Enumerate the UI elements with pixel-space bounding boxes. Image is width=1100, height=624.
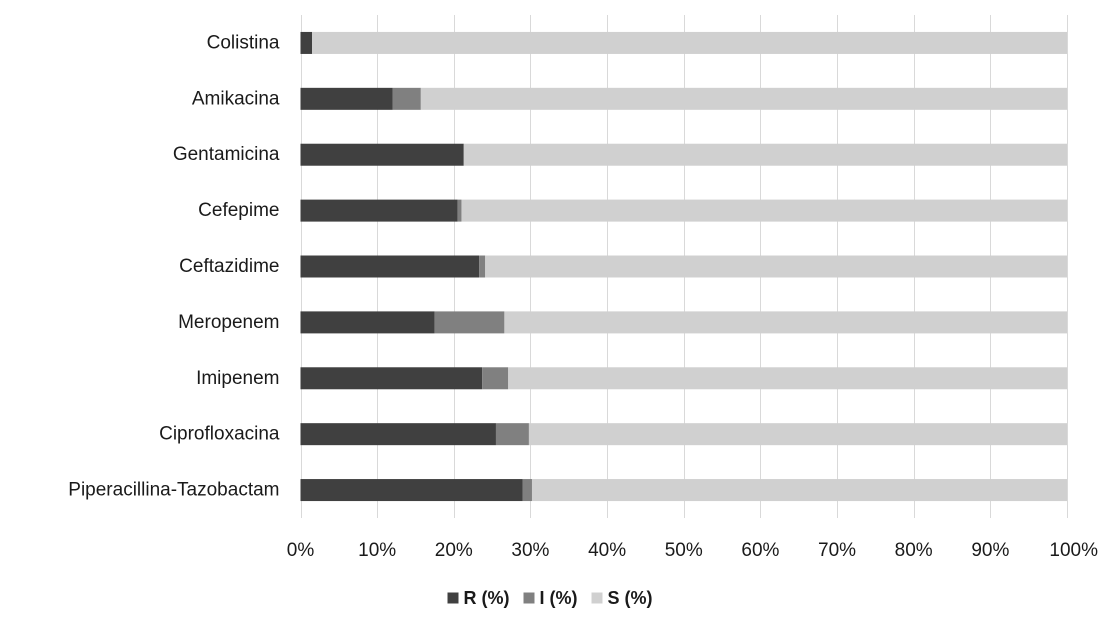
bar-segment <box>479 255 486 278</box>
category-label: Colistina <box>207 32 280 53</box>
legend-swatch <box>447 592 459 604</box>
bar-segment <box>485 255 1067 278</box>
bar-segment <box>300 255 480 278</box>
bar-segment <box>531 479 1067 502</box>
category-label: Amikacina <box>192 88 280 109</box>
legend-label: R (%) <box>464 588 510 608</box>
legend-swatch <box>523 592 535 604</box>
x-tick-label: 30% <box>511 540 549 561</box>
bar-segment <box>392 87 421 110</box>
legend-label: S (%) <box>608 588 653 608</box>
category-label: Imipenem <box>196 368 279 389</box>
category-label: Ceftazidime <box>179 256 279 277</box>
x-tick-label: 50% <box>665 540 703 561</box>
bar-segment <box>434 311 505 334</box>
legend-label: I (%) <box>540 588 578 608</box>
bar-segment <box>300 423 496 446</box>
bar-segment <box>508 367 1067 390</box>
category-label: Cefepime <box>198 200 279 221</box>
bar-segment <box>528 423 1067 446</box>
x-tick-label: 100% <box>1049 540 1098 561</box>
x-tick-label: 80% <box>895 540 933 561</box>
bar-segment <box>504 311 1067 334</box>
bar-segment <box>311 31 1067 54</box>
bar-segment <box>420 87 1067 110</box>
bar-segment <box>461 199 1068 222</box>
bars <box>300 31 1068 502</box>
bar-segment <box>495 423 529 446</box>
category-label: Ciprofloxacina <box>159 424 280 445</box>
legend-swatch <box>591 592 603 604</box>
bar-segment <box>463 143 1067 166</box>
bar-segment <box>300 311 435 334</box>
bar-segment <box>300 479 523 502</box>
x-axis-tick-labels: 0% 10% 20% 30% 40% 50% 60% 70% 80% 90% 100% <box>287 540 1098 561</box>
bar-segment <box>300 367 483 390</box>
x-tick-label: 40% <box>588 540 626 561</box>
x-tick-label: 90% <box>971 540 1009 561</box>
x-tick-label: 10% <box>358 540 396 561</box>
category-label: Gentamicina <box>173 144 280 165</box>
x-tick-label: 60% <box>741 540 779 561</box>
x-tick-label: 20% <box>435 540 473 561</box>
bar-segment <box>300 87 393 110</box>
x-tick-label: 70% <box>818 540 856 561</box>
category-label: Meropenem <box>178 312 279 333</box>
category-labels: Colistina Amikacina Gentamicina Cefepime Cef… <box>68 32 280 500</box>
bar-segment <box>522 479 532 502</box>
bar-segment <box>300 31 312 54</box>
x-tick-label: 0% <box>287 540 315 561</box>
bar-segment <box>300 199 458 222</box>
legend: R (%) I (%) S (%) <box>447 588 653 608</box>
bar-segment <box>457 199 462 222</box>
category-label: Piperacillina-Tazobactam <box>68 480 279 501</box>
bar-segment <box>482 367 509 390</box>
bar-segment <box>300 143 464 166</box>
